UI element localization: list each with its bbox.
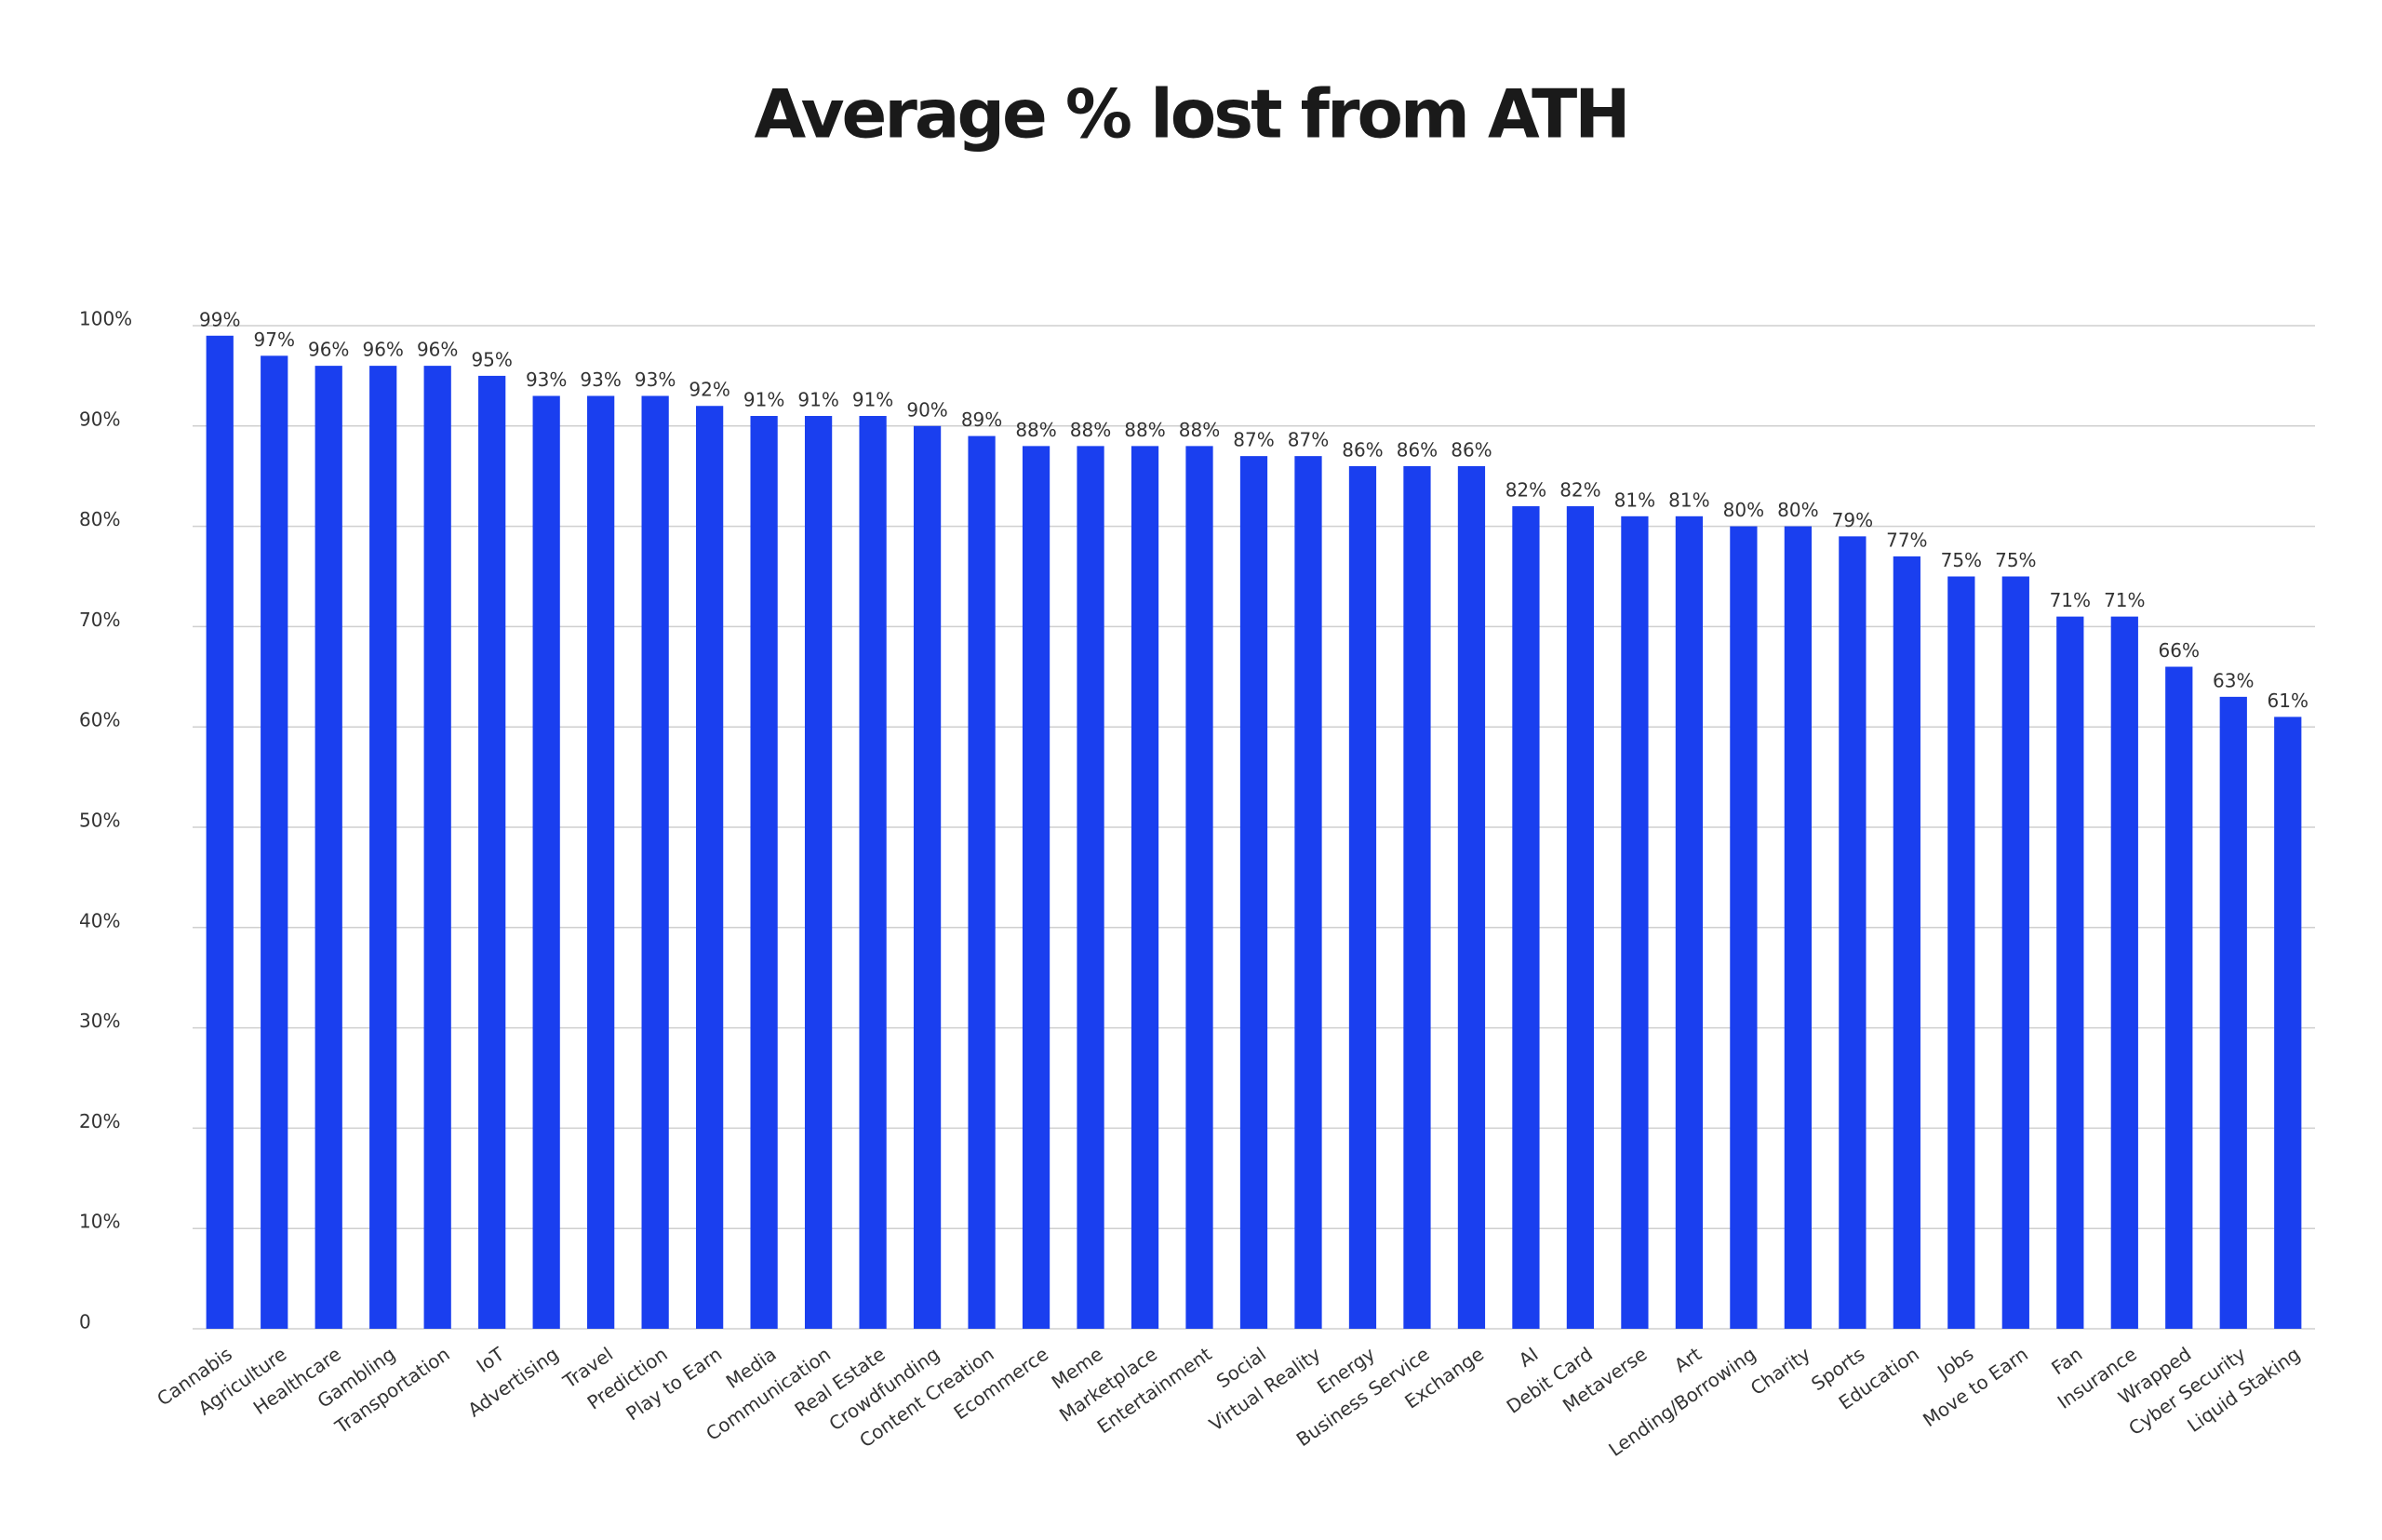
bar: [478, 375, 506, 1329]
bar: [968, 435, 996, 1330]
bar: [1077, 446, 1104, 1329]
x-tick-label: Art: [1670, 1343, 1706, 1377]
y-tick-label: 100%: [79, 308, 132, 330]
value-label: 86%: [1397, 438, 1438, 461]
value-label: 75%: [1941, 549, 1982, 571]
bar: [2219, 696, 2247, 1329]
value-label: 88%: [1179, 419, 1220, 441]
value-label: 88%: [1124, 419, 1165, 441]
value-label: 96%: [362, 339, 403, 361]
bar: [532, 395, 560, 1330]
value-label: 90%: [906, 398, 947, 421]
value-label: 87%: [1288, 429, 1329, 451]
bar: [2274, 716, 2302, 1329]
y-tick-label: 60%: [79, 709, 120, 731]
value-label: 79%: [1832, 509, 1873, 531]
bar: [261, 355, 288, 1330]
y-tick-label: 20%: [79, 1110, 120, 1132]
value-label: 63%: [2213, 669, 2254, 691]
bar: [2001, 576, 2029, 1329]
value-label: 88%: [1070, 419, 1111, 441]
bar: [1839, 536, 1867, 1329]
y-tick-label: 50%: [79, 810, 120, 832]
x-tick-label: IoT: [473, 1342, 509, 1377]
value-label: 61%: [2268, 690, 2308, 712]
bar: [1131, 446, 1159, 1329]
value-label: 81%: [1614, 489, 1655, 511]
value-label: 93%: [580, 368, 621, 391]
y-tick-label: 10%: [79, 1211, 120, 1233]
value-label: 82%: [1505, 479, 1546, 502]
value-label: 93%: [635, 368, 676, 391]
x-tick-label: Fan: [2047, 1343, 2086, 1380]
value-label: 87%: [1233, 429, 1274, 451]
bar: [1403, 465, 1431, 1329]
value-label: 75%: [1995, 549, 2036, 571]
bar: [1675, 516, 1704, 1329]
bar: [804, 416, 833, 1329]
bar: [423, 366, 451, 1329]
bar: [1730, 526, 1758, 1329]
value-label: 91%: [797, 389, 838, 411]
bar: [2110, 616, 2138, 1329]
x-tick-label: Move to Earn: [1919, 1343, 2032, 1431]
bar: [696, 406, 724, 1329]
x-tick-label: AI: [1515, 1343, 1543, 1372]
bar: [750, 416, 778, 1329]
bar: [369, 366, 397, 1329]
bar: [206, 335, 234, 1329]
value-label: 71%: [2050, 589, 2091, 611]
y-tick-label: 40%: [79, 909, 120, 931]
value-label: 93%: [526, 368, 567, 391]
bar: [1893, 556, 1920, 1329]
value-label: 66%: [2159, 639, 2200, 662]
value-label: 80%: [1723, 499, 1764, 521]
value-label: 77%: [1886, 529, 1927, 551]
value-label: 92%: [689, 379, 729, 401]
bar: [314, 366, 342, 1329]
bar: [1239, 456, 1268, 1329]
y-tick-label: 30%: [79, 1010, 120, 1032]
y-tick-label: 70%: [79, 609, 120, 631]
bar: [2165, 666, 2193, 1329]
bar: [1512, 506, 1540, 1329]
value-label: 71%: [2104, 589, 2145, 611]
bar: [1185, 446, 1213, 1329]
value-label: 97%: [254, 328, 295, 351]
value-label: 91%: [852, 389, 893, 411]
value-label: 96%: [308, 339, 349, 361]
bar: [641, 395, 669, 1330]
value-label: 80%: [1777, 499, 1818, 521]
bar: [587, 395, 615, 1330]
value-label: 96%: [417, 339, 458, 361]
value-label: 81%: [1668, 489, 1709, 511]
bar: [1784, 526, 1812, 1329]
value-label: 95%: [471, 348, 512, 370]
value-label: 88%: [1015, 419, 1056, 441]
bar: [1348, 465, 1377, 1329]
y-tick-label: 90%: [79, 408, 120, 430]
bar: [1566, 506, 1595, 1329]
chart-title: Average % lost from ATH: [754, 75, 1627, 154]
value-label: 82%: [1559, 479, 1600, 502]
bar: [1294, 456, 1322, 1329]
value-label: 86%: [1342, 438, 1383, 461]
bar: [1457, 465, 1486, 1329]
value-label: 99%: [199, 308, 240, 330]
bar: [1022, 446, 1050, 1329]
x-tick-label: Charity: [1746, 1343, 1814, 1399]
bar: [2056, 616, 2084, 1329]
value-label: 89%: [961, 408, 1002, 431]
bar: [1621, 516, 1649, 1329]
value-label: 86%: [1451, 438, 1492, 461]
value-label: 91%: [743, 389, 784, 411]
bar: [1947, 576, 1975, 1329]
y-tick-label: 80%: [79, 508, 120, 530]
bar: [913, 425, 942, 1329]
bar: [859, 416, 887, 1329]
y-tick-label: 0: [79, 1311, 91, 1333]
